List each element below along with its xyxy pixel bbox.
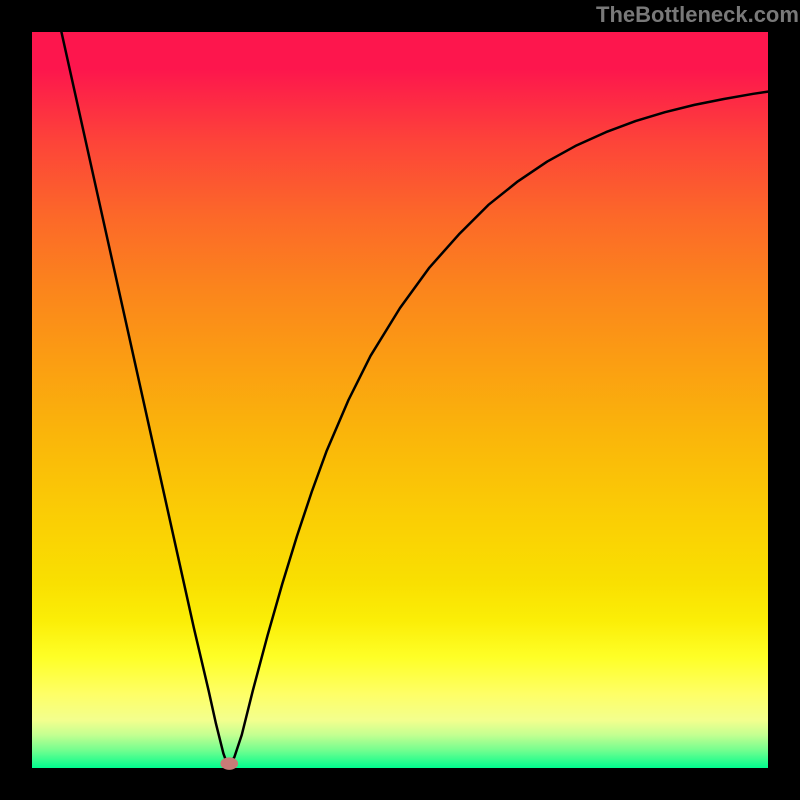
bottleneck-chart: TheBottleneck.com bbox=[0, 0, 800, 800]
watermark-text: TheBottleneck.com bbox=[596, 2, 799, 27]
optimal-point-marker bbox=[220, 757, 238, 770]
chart-container: TheBottleneck.com bbox=[0, 0, 800, 800]
